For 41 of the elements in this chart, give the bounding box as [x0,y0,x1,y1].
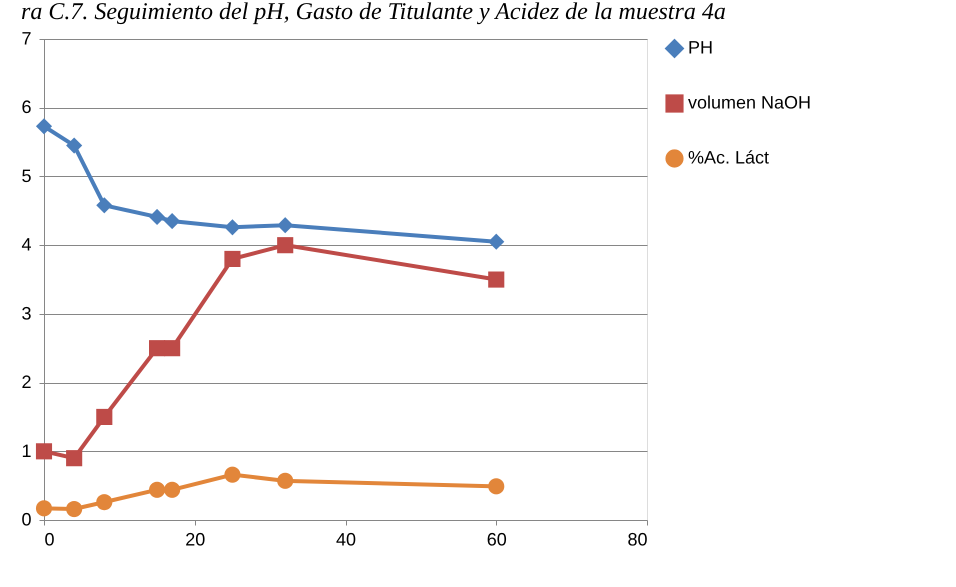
point [36,500,52,516]
point [488,234,504,250]
x-tick-label: 20 [185,530,206,550]
legend-label: PH [688,38,714,58]
x-tick-label: 60 [486,530,507,550]
x-tick-label: 40 [336,530,356,550]
point [488,271,504,288]
point [66,137,82,154]
y-tick-label: 6 [21,97,32,118]
chart-title: ra C.7. Seguimiento del pH, Gasto de Titulante y Acidez de la muestra 4a [20,0,726,25]
point [164,213,180,230]
y-tick-label: 2 [21,372,32,392]
point [66,500,82,518]
point [224,466,240,483]
y-tick-label: 3 [21,303,32,324]
point [96,494,112,510]
point [277,237,294,254]
point [149,208,166,226]
legend-label: volumen NaOH [688,92,812,112]
point [277,217,294,234]
point [36,118,52,134]
legend-label: %Ac. Láct [688,148,770,168]
point [149,340,166,356]
point [488,478,504,494]
point [224,250,240,267]
point [66,450,82,466]
point [164,482,180,498]
x-tick-label: 0 [44,530,55,550]
point [96,197,112,214]
y-tick-label: 4 [21,234,32,255]
point [149,482,166,498]
point [36,443,52,460]
x-tick-label: 80 [627,530,648,550]
y-tick-label: 0 [21,510,32,530]
point [164,340,180,356]
point [224,219,240,236]
y-tick-label: 7 [21,28,32,48]
y-tick-label: 1 [21,440,32,461]
point [96,408,112,425]
y-tick-label: 5 [21,166,32,186]
point [277,472,294,489]
